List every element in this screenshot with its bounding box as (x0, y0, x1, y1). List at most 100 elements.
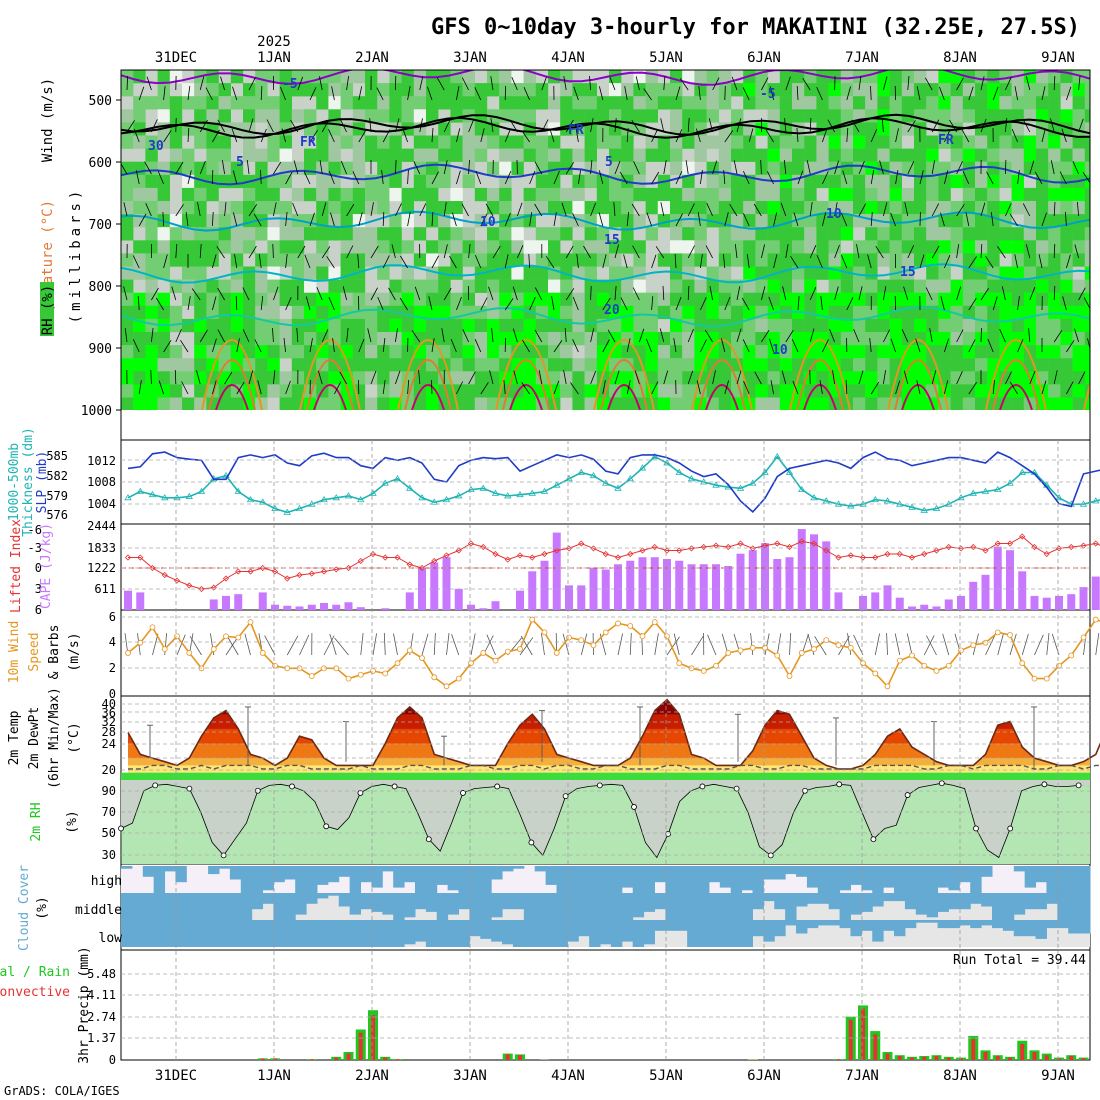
rh-cell (926, 135, 939, 149)
wind-barb (197, 202, 201, 217)
rh-cell (792, 227, 805, 241)
rh-cell (828, 187, 841, 202)
rh-cell (377, 135, 390, 149)
rh-cell (194, 122, 207, 136)
rh-cell (145, 345, 158, 359)
wind-barb (980, 243, 983, 259)
rh-cell (731, 227, 744, 241)
rh-cell (462, 240, 475, 254)
rh-cell (621, 148, 634, 162)
wind-barb (944, 129, 951, 143)
wind-barb (418, 369, 421, 385)
wind-barb (504, 298, 514, 311)
precip-conv-bar (1008, 1057, 1012, 1060)
wind-barb (529, 170, 536, 185)
rh-cell (767, 240, 780, 254)
wind10-point (700, 668, 707, 674)
rh-cell (230, 358, 244, 372)
cloud-bar-middle (1035, 893, 1047, 910)
cloud-bar-middle (926, 893, 939, 918)
rh-cell (633, 345, 646, 359)
rh-cell (914, 201, 927, 215)
rh-cell (438, 240, 451, 254)
lifted-index-point (1031, 543, 1038, 551)
rh-cell (816, 253, 829, 267)
wind-barb (281, 128, 286, 143)
rh-cell (670, 371, 683, 385)
rh-cell (609, 305, 622, 320)
cloud-bar-low (414, 920, 427, 942)
rh-cell (291, 109, 305, 123)
cloud-bar-high (327, 866, 340, 883)
rh-cell (145, 253, 158, 267)
temp2m-fill (121, 699, 1090, 780)
wind-barb (646, 212, 652, 227)
rh-cell (633, 318, 646, 333)
rh-cell (694, 240, 707, 254)
surface-warm-contour (208, 358, 256, 410)
wind-barb (273, 286, 279, 301)
wind-barb (731, 76, 738, 91)
date-label-bottom: 6JAN (747, 1068, 781, 1084)
rh-cell (243, 266, 256, 280)
wind-barb (490, 118, 494, 133)
cloud-bar-high (142, 866, 155, 877)
rh-cell (340, 70, 353, 84)
rh-cell (243, 187, 256, 202)
lifted-index-point (480, 543, 487, 551)
precip-conv-bar (1032, 1051, 1037, 1060)
thickness-point (675, 468, 683, 475)
lifted-index-point (222, 575, 230, 582)
rh-cell (121, 109, 134, 123)
rh-cell (731, 332, 744, 346)
lifted-index-point (198, 585, 205, 593)
cloud-bar-middle (262, 893, 274, 904)
rh-cell (1072, 161, 1085, 175)
rh-cell (914, 187, 927, 202)
rh-cell (596, 201, 610, 215)
wind-barb (827, 119, 835, 133)
rh-cell (596, 240, 610, 254)
wind-barb (528, 253, 530, 269)
wind-barb (553, 380, 560, 395)
wind-barb (724, 130, 734, 143)
temperature-contour (121, 163, 1090, 186)
rh-cell (865, 332, 878, 346)
lifted-index-point (431, 557, 438, 565)
rh-cell (816, 148, 829, 162)
cape-bar (258, 592, 267, 610)
cloud-bar-low (534, 920, 547, 947)
thickness-point (234, 487, 242, 494)
rh-cell (1084, 305, 1090, 320)
rh2m-point (562, 793, 569, 800)
rh-cell (182, 83, 195, 97)
rh-cell (145, 279, 158, 293)
rh-cell (279, 135, 292, 149)
rh-cell (1036, 358, 1049, 372)
rh-cell (157, 384, 170, 398)
rh-cell (657, 253, 671, 267)
rh-cell (889, 83, 902, 97)
precip-tick-label: 2.74 (87, 1010, 116, 1024)
rh-cell (328, 332, 341, 346)
wind-barb (427, 86, 433, 101)
rh-cell (731, 214, 744, 228)
rh-cell (743, 96, 756, 110)
rh-cell (474, 384, 488, 398)
rh-cell (621, 371, 634, 385)
cloud-bar-high (1079, 866, 1091, 893)
rh-cell (499, 279, 512, 293)
rh-cell (328, 397, 341, 410)
rh-cell (938, 135, 951, 149)
rh-cell (877, 96, 890, 110)
rh-cell (401, 240, 414, 254)
rh-cell (840, 96, 854, 110)
temp2m-tick-label: 20 (102, 763, 116, 777)
wind-barb (733, 160, 738, 175)
wind-barb (388, 287, 396, 301)
thickness-point (148, 490, 157, 498)
wind10-barb (617, 633, 623, 656)
cloud-bar-middle (327, 893, 340, 896)
wind-barb (273, 161, 282, 175)
rh-cell (145, 371, 158, 385)
